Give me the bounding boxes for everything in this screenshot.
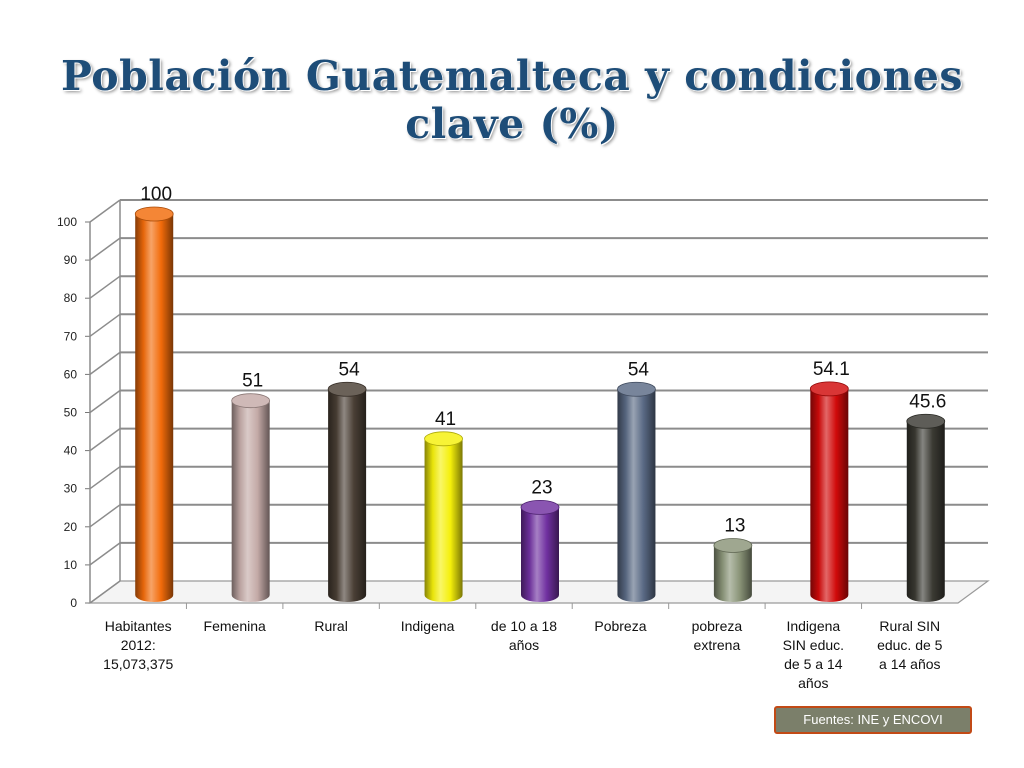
y-tick-label: 0: [70, 596, 77, 610]
category-label: Femenina: [204, 618, 266, 634]
bar: [809, 381, 849, 602]
bar-top: [134, 206, 174, 222]
bar-top: [713, 538, 753, 553]
page-title: Población Guatemalteca y condiciones cla…: [61, 52, 963, 148]
bar-top: [520, 499, 560, 515]
side-gridline: [89, 580, 121, 604]
data-label: 45.6: [909, 391, 946, 412]
bar: [134, 206, 174, 602]
data-label: 23: [531, 477, 552, 498]
side-gridline: [89, 466, 121, 490]
side-gridline: [89, 351, 121, 376]
bar-body: [424, 438, 463, 602]
category-label: de 10 a 18 años: [491, 618, 557, 653]
bar-body: [713, 545, 752, 602]
category-label: Habitantes 2012: 15,073,375: [103, 618, 173, 672]
source-note: Fuentes: INE y ENCOVI: [774, 706, 972, 734]
category-label: Pobreza: [594, 618, 646, 634]
y-tick-label: 50: [64, 406, 78, 420]
bar-top: [231, 393, 271, 409]
bar-body: [810, 388, 849, 602]
y-tick-label: 90: [64, 253, 78, 267]
side-gridline: [89, 427, 121, 452]
data-label: 13: [724, 515, 745, 536]
side-gridline: [89, 313, 121, 337]
bar-body: [328, 389, 367, 602]
bar-top: [617, 381, 656, 397]
category-label: Indigena: [401, 618, 455, 634]
y-tick-label: 60: [64, 367, 78, 381]
bar: [231, 393, 271, 602]
side-gridline: [89, 504, 121, 528]
bar-body: [135, 214, 174, 602]
data-label: 54: [628, 359, 650, 380]
y-tick-label: 30: [64, 482, 78, 496]
bar: [327, 381, 367, 602]
bar: [617, 381, 656, 602]
data-label: 54.1: [813, 359, 850, 380]
bar: [906, 413, 946, 602]
bar-top: [809, 381, 849, 397]
bar-body: [231, 400, 270, 602]
side-gridline: [89, 237, 121, 261]
category-label: pobreza extrena: [692, 618, 743, 653]
category-label: Rural: [314, 618, 347, 634]
category-label: Indigena SIN educ. de 5 a 14 años: [783, 618, 844, 691]
bar-top: [424, 431, 463, 447]
data-label: 100: [140, 184, 172, 205]
side-gridline: [89, 275, 121, 299]
data-label: 54: [339, 359, 361, 380]
bar: [520, 499, 560, 602]
y-tick-label: 10: [64, 558, 78, 572]
side-gridline: [89, 542, 121, 566]
bar-top: [906, 413, 946, 429]
side-gridline: [89, 389, 121, 414]
data-label: 41: [435, 409, 456, 430]
bar: [424, 431, 463, 602]
y-tick-label: 70: [64, 329, 78, 343]
y-tick-label: 20: [64, 520, 78, 534]
bar-body: [521, 507, 559, 602]
data-label: 51: [242, 371, 263, 392]
y-tick-label: 100: [57, 215, 77, 229]
y-tick-label: 80: [64, 291, 78, 305]
side-gridline: [89, 199, 121, 223]
bar: [713, 538, 753, 602]
bar-top: [327, 381, 367, 397]
y-tick-label: 40: [64, 444, 78, 458]
bar-body: [617, 389, 656, 602]
bar-body: [906, 421, 945, 602]
